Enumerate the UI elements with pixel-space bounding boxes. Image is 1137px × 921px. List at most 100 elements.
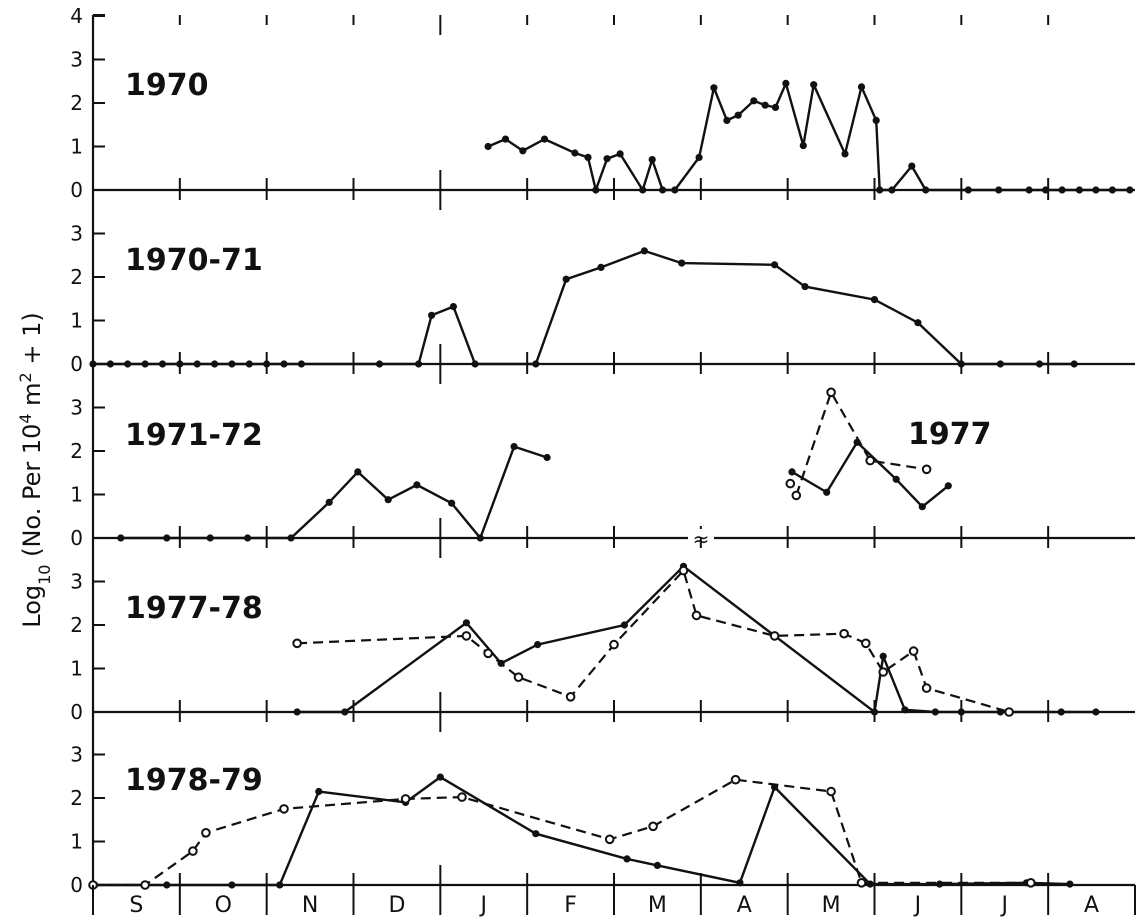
y-tick-label: 0 (70, 873, 83, 897)
series-point (276, 881, 284, 889)
inset-label: 1977 (908, 417, 992, 452)
series-point (995, 186, 1003, 194)
series-point (761, 101, 769, 109)
series-point (244, 534, 252, 542)
series-point (562, 275, 570, 283)
series-point (771, 103, 780, 111)
series-point (723, 116, 731, 124)
y-tick-label: 3 (70, 570, 83, 594)
series-point (931, 708, 939, 716)
series-point (922, 186, 930, 194)
series-point (609, 639, 619, 650)
series-point (671, 186, 679, 194)
series-point (1126, 186, 1134, 194)
series-point (106, 360, 114, 368)
y-tick-label: 2 (70, 439, 83, 463)
y-tick-label: 2 (70, 786, 83, 810)
series-point (640, 247, 649, 255)
series-point (206, 534, 214, 542)
series-point (1070, 360, 1078, 368)
series-point (1092, 186, 1100, 194)
y-tick-label: 0 (70, 352, 83, 376)
month-label: J (479, 893, 488, 918)
series-point (782, 79, 790, 87)
panel-2: 0 1 2 3 1970-71 (70, 190, 1135, 376)
series-point (141, 360, 149, 368)
series-point (648, 821, 658, 832)
month-label: J (913, 893, 922, 918)
panel-title: 1971-72 (125, 418, 263, 453)
panel-title: 1970-71 (125, 243, 263, 278)
series-point (428, 311, 436, 319)
series-point (163, 534, 171, 542)
panel-1: 0 1 2 3 4 1970 (70, 4, 1135, 202)
series-point (1004, 707, 1014, 717)
month-label: M (822, 893, 841, 918)
series-point (914, 319, 922, 327)
series-point (856, 878, 867, 888)
series-point (188, 846, 198, 856)
series-point (341, 708, 349, 716)
series-point (769, 631, 780, 641)
series-point (163, 881, 171, 889)
series-line-solid (487, 79, 1130, 195)
series-point (1075, 186, 1083, 194)
series-point (1108, 186, 1116, 194)
month-label: A (737, 893, 752, 918)
inset-series-point (823, 488, 831, 496)
series-point (810, 81, 818, 89)
series-point (1025, 186, 1033, 194)
series-point (691, 610, 702, 621)
series-point (876, 186, 884, 194)
y-tick-label: 2 (70, 91, 83, 115)
month-label: N (302, 893, 318, 918)
series-point (228, 881, 236, 889)
inset-series-point (785, 478, 796, 489)
series-point (211, 360, 219, 368)
month-label: M (648, 893, 667, 918)
inset-1977: 1977≈ (688, 387, 992, 551)
series-point (280, 360, 288, 368)
series-point (839, 628, 849, 639)
series-point (540, 135, 549, 143)
series-point (415, 360, 423, 368)
series-point (908, 162, 916, 170)
inset-series-point (892, 475, 900, 483)
series-point (400, 794, 411, 804)
series-point (623, 855, 631, 863)
series-point (193, 360, 201, 368)
y-tick-label: 3 (70, 396, 83, 420)
series-point (519, 147, 527, 155)
y-tick-label: 2 (70, 265, 83, 289)
series-point (750, 97, 758, 105)
series-point (678, 565, 689, 576)
series-point (736, 879, 744, 887)
series-line-solid (94, 775, 1070, 887)
panel-3: 0 1 2 3 1971-72 1977≈ (70, 364, 1135, 551)
series-point (534, 641, 542, 649)
y-tick-label: 4 (70, 4, 83, 28)
series-point (501, 135, 510, 143)
series-point (678, 259, 686, 267)
series-point (297, 360, 305, 368)
month-label: A (1084, 893, 1099, 918)
series-point (888, 186, 896, 194)
inset-series-point (944, 482, 952, 490)
series-point (878, 667, 889, 677)
series-point (597, 263, 605, 271)
series-point (730, 774, 741, 785)
month-label: D (388, 893, 405, 918)
inset-series-point (921, 464, 932, 475)
series-point (565, 692, 576, 702)
series-point (908, 646, 919, 656)
series-point (1026, 878, 1036, 888)
series-point (89, 360, 97, 368)
series-point (604, 834, 615, 845)
series-point (287, 534, 295, 542)
series-point (921, 683, 932, 693)
series-point (799, 142, 807, 150)
series-point (879, 652, 887, 660)
panel-title: 1977-78 (125, 591, 263, 626)
panel-4: 0 1 2 3 1977-78 (70, 538, 1135, 724)
